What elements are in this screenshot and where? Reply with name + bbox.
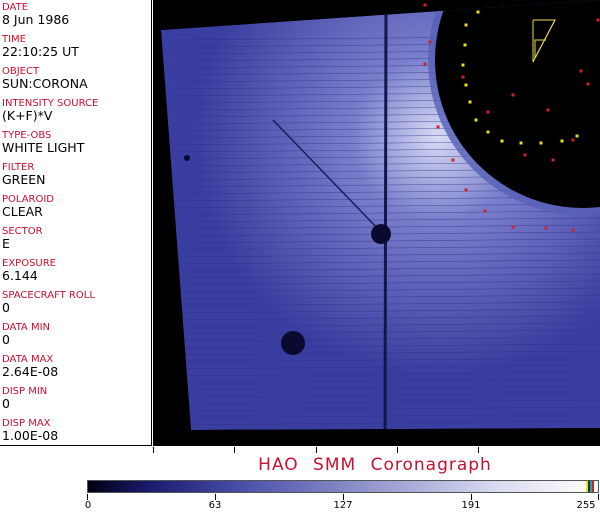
metadata-field: SPACECRAFT ROLL 0 (2, 290, 95, 315)
grid-marker (500, 139, 504, 143)
metadata-label: TYPE-OBS (2, 130, 52, 141)
metadata-field: DATA MIN 0 (2, 322, 50, 347)
metadata-field: DISP MAX 1.00E-08 (2, 418, 58, 443)
grid-marker (551, 158, 555, 162)
metadata-value: 0 (2, 396, 10, 411)
metadata-field: DATA MAX 2.64E-08 (2, 354, 58, 379)
colorbar-label: 0 (84, 500, 92, 511)
metadata-field: POLAROID CLEAR (2, 194, 54, 219)
grid-marker (483, 209, 487, 213)
metadata-label: DISP MAX (2, 418, 51, 429)
metadata-value: E (2, 236, 10, 251)
grid-marker (461, 75, 465, 79)
metadata-label: FILTER (2, 162, 35, 173)
grid-marker (486, 110, 490, 114)
metadata-value: WHITE LIGHT (2, 140, 85, 155)
grid-marker (468, 100, 472, 104)
metadata-value: CLEAR (2, 204, 43, 219)
metadata-label: SECTOR (2, 226, 43, 237)
grid-marker (544, 226, 548, 230)
metadata-value: 8 Jun 1986 (2, 12, 70, 27)
grid-marker (571, 138, 575, 142)
grid-marker (511, 225, 515, 229)
metadata-label: POLAROID (2, 194, 55, 205)
metadata-panel: DATE 8 Jun 1986 TIME 22:10:25 UT OBJECT SUN:C… (0, 0, 152, 446)
grid-marker (511, 93, 515, 97)
colorbar-label: 127 (333, 500, 353, 511)
metadata-label: DATA MIN (2, 322, 50, 333)
grid-marker (539, 141, 543, 145)
metadata-value: 1.00E-08 (2, 428, 59, 443)
grid-marker (586, 82, 590, 86)
metadata-label: DATA MAX (2, 354, 54, 365)
grid-marker (464, 188, 468, 192)
metadata-value: (K+F)*V (2, 108, 53, 123)
grid-marker (560, 139, 564, 143)
metadata-label: DISP MIN (2, 386, 48, 397)
grid-marker (423, 62, 427, 66)
grid-marker (461, 63, 465, 67)
grid-marker (436, 125, 440, 129)
grid-marker (519, 141, 523, 145)
metadata-field: DATE 8 Jun 1986 (2, 2, 69, 27)
metadata-value: 0 (2, 332, 10, 347)
grid-marker (464, 83, 468, 87)
metadata-field: TIME 22:10:25 UT (2, 34, 79, 59)
grid-marker (523, 153, 527, 157)
metadata-value: 0 (2, 300, 10, 315)
metadata-field: FILTER GREEN (2, 162, 46, 187)
colorbar-label: 63 (208, 500, 222, 511)
coronagraph-image (153, 0, 600, 446)
metadata-value: SUN:CORONA (2, 76, 88, 91)
grid-marker (464, 23, 468, 27)
metadata-field: EXPOSURE 6.144 (2, 258, 56, 283)
grid-marker (571, 228, 575, 232)
metadata-value: 2.64E-08 (2, 364, 59, 379)
grid-marker (463, 43, 467, 47)
metadata-value: 22:10:25 UT (2, 44, 79, 59)
metadata-label: SPACECRAFT ROLL (2, 290, 95, 301)
colorbar-label: 255 (576, 500, 596, 511)
color-bar (87, 480, 599, 493)
grid-marker (451, 158, 455, 162)
grid-marker (428, 40, 432, 44)
metadata-field: TYPE-OBS WHITE LIGHT (2, 130, 84, 155)
metadata-value: GREEN (2, 172, 46, 187)
metadata-label: EXPOSURE (2, 258, 57, 269)
grid-marker (575, 134, 579, 138)
metadata-value: 6.144 (2, 268, 38, 283)
grid-marker (486, 130, 490, 134)
metadata-label: TIME (2, 34, 27, 45)
metadata-label: DATE (2, 2, 29, 13)
metadata-field: OBJECT SUN:CORONA (2, 66, 88, 91)
metadata-field: SECTOR E (2, 226, 43, 251)
metadata-label: OBJECT (2, 66, 40, 77)
grid-marker (423, 3, 427, 7)
instrument-title: HAO SMM Coronagraph (258, 455, 492, 475)
metadata-field: DISP MIN 0 (2, 386, 47, 411)
colorbar-label: 191 (461, 500, 481, 511)
grid-marker (546, 108, 550, 112)
metadata-field: INTENSITY SOURCE (K+F)*V (2, 98, 98, 123)
grid-marker (579, 69, 583, 73)
grid-marker (596, 18, 600, 22)
metadata-label: INTENSITY SOURCE (2, 98, 99, 109)
grid-marker (476, 10, 480, 14)
grid-marker (474, 118, 478, 122)
